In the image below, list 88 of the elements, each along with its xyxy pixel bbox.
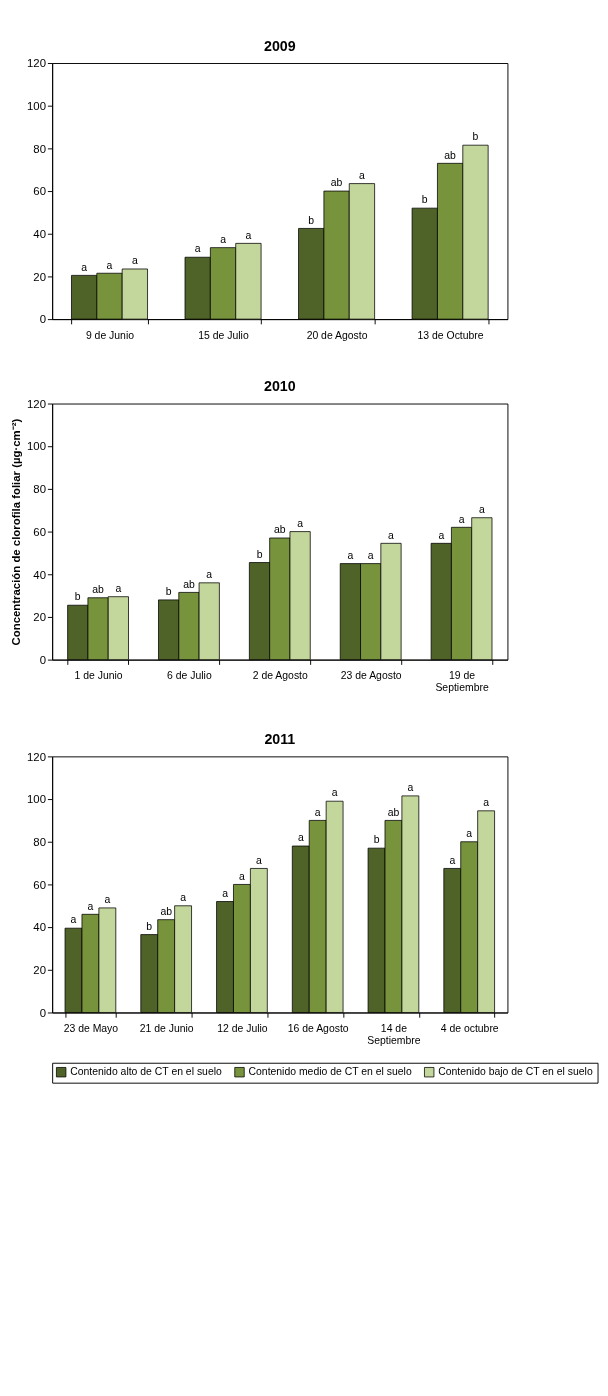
y-tick-label: 80: [33, 483, 46, 496]
y-tick-label: 0: [39, 1006, 46, 1019]
data-label: a: [87, 900, 94, 912]
y-tick-label: 120: [27, 397, 46, 410]
data-label: a: [407, 782, 414, 794]
data-label: a: [347, 549, 354, 561]
x-tick-label: 6 de Julio: [167, 670, 212, 682]
x-tick-label: 2 de Agosto: [252, 670, 309, 682]
data-label: a: [81, 261, 88, 273]
data-label: a: [220, 233, 227, 245]
legend-label: Contenido alto de CT en el suelo: [70, 1066, 222, 1078]
legend-label: Contenido medio de CT en el suelo: [248, 1066, 412, 1078]
x-tick-label: 20 de Agosto: [306, 329, 368, 341]
y-tick-label: 100: [27, 99, 46, 112]
data-label: a: [70, 914, 77, 926]
data-label: b: [146, 920, 153, 932]
y-tick-label: 20: [33, 611, 46, 624]
data-label: a: [239, 870, 246, 882]
data-label: ab: [330, 177, 343, 189]
chart-title: 2009: [263, 37, 296, 54]
data-label: ab: [274, 524, 286, 536]
data-label: a: [104, 894, 111, 906]
data-label: b: [472, 131, 479, 143]
y-axis-title: Concentración de clorofila foliar (µg·cm⁻²): [10, 418, 23, 646]
data-label: a: [359, 169, 366, 181]
data-label: a: [115, 582, 122, 594]
y-tick-label: 40: [33, 228, 46, 241]
data-label: a: [297, 517, 304, 529]
y-tick-label: 60: [33, 878, 46, 891]
data-label: ab: [160, 905, 173, 917]
x-tick-label: 23 de Mayo: [63, 1022, 119, 1034]
x-tick-label: 19 de Septiembre: [435, 670, 489, 694]
x-tick-label: 14 de Septiembre: [367, 1022, 421, 1047]
data-label: a: [194, 243, 201, 255]
data-label: b: [373, 834, 380, 846]
data-label: a: [388, 529, 395, 541]
data-label: ab: [444, 149, 457, 161]
data-label: a: [245, 229, 252, 241]
data-label: a: [478, 503, 485, 515]
data-label: b: [165, 586, 172, 598]
chart-title: 2010: [263, 378, 296, 395]
x-tick-label: 9 de Junio: [85, 329, 135, 341]
x-tick-label: 13 de Octubre: [417, 329, 484, 341]
x-tick-label: 12 de Julio: [217, 1022, 268, 1034]
data-label: a: [331, 787, 338, 799]
data-label: a: [255, 854, 262, 866]
data-label: a: [449, 854, 456, 866]
data-label: b: [421, 194, 428, 206]
data-label: ab: [183, 578, 195, 590]
y-tick-label: 80: [33, 142, 46, 155]
y-tick-label: 100: [27, 440, 46, 453]
data-label: a: [367, 549, 374, 561]
data-label: a: [206, 569, 213, 581]
y-tick-label: 40: [33, 568, 46, 581]
legend-label: Contenido bajo de CT en el suelo: [438, 1066, 593, 1078]
x-tick-label: 23 de Agosto: [340, 670, 402, 682]
data-label: ab: [92, 584, 105, 596]
data-label: a: [180, 892, 187, 904]
x-tick-label: 21 de Junio: [139, 1022, 194, 1034]
chart-title: 2011: [264, 731, 296, 748]
x-tick-label: 4 de octubre: [440, 1022, 499, 1034]
data-label: ab: [387, 806, 400, 818]
y-tick-label: 60: [33, 525, 46, 538]
data-label: b: [74, 591, 81, 603]
y-tick-label: 60: [33, 185, 46, 198]
data-label: b: [256, 548, 263, 560]
data-label: b: [308, 214, 315, 226]
data-label: a: [222, 887, 229, 899]
y-tick-label: 100: [27, 793, 46, 806]
data-label: a: [106, 259, 113, 271]
y-tick-label: 120: [27, 750, 46, 763]
data-label: a: [438, 529, 445, 541]
y-tick-label: 20: [33, 964, 46, 977]
data-label: a: [483, 797, 490, 809]
x-tick-label: 16 de Agosto: [287, 1022, 349, 1034]
data-label: a: [466, 828, 473, 840]
y-tick-label: 40: [33, 921, 46, 934]
y-tick-label: 20: [33, 270, 46, 283]
data-label: a: [131, 255, 138, 267]
y-tick-label: 80: [33, 836, 46, 849]
data-label: a: [314, 806, 321, 818]
y-tick-label: 0: [39, 653, 46, 666]
x-tick-label: 1 de Junio: [74, 670, 123, 682]
y-tick-label: 0: [39, 313, 46, 326]
data-label: a: [297, 832, 304, 844]
data-label: a: [458, 513, 465, 525]
x-tick-label: 15 de Julio: [198, 329, 249, 341]
y-tick-label: 120: [27, 57, 46, 70]
